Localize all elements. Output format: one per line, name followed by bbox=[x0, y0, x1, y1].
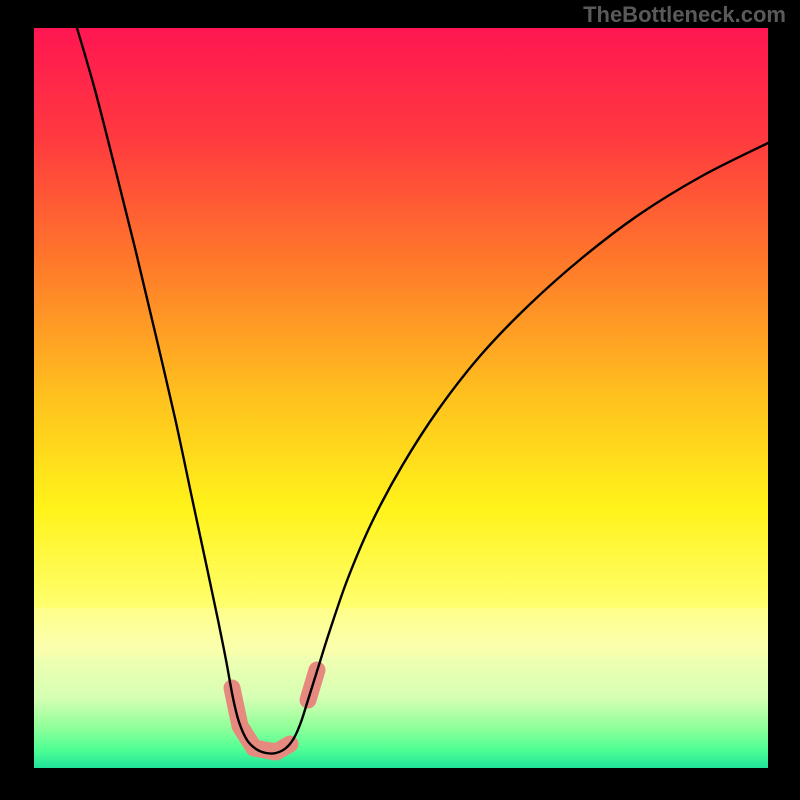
gradient-background bbox=[34, 28, 768, 768]
plot-area bbox=[34, 28, 768, 768]
chart-container: TheBottleneck.com bbox=[0, 0, 800, 800]
pale-yellow-band bbox=[34, 608, 768, 656]
bottleneck-chart bbox=[0, 0, 800, 800]
